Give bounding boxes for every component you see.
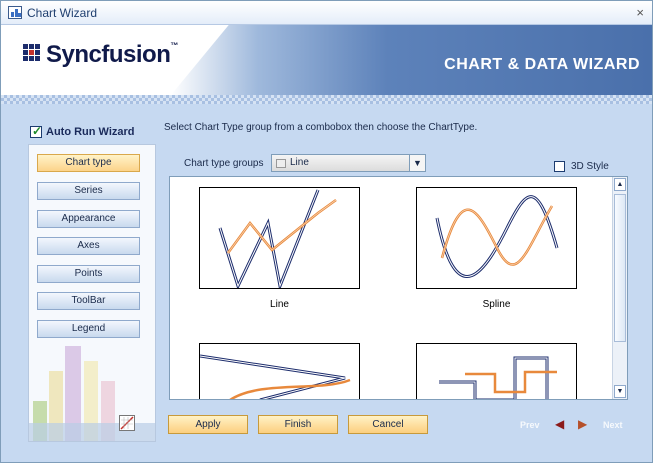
scrollbar-thumb[interactable] xyxy=(614,194,626,342)
chart-type-line-label: Line xyxy=(270,299,289,310)
window-title: Chart Wizard xyxy=(27,6,98,20)
next-button[interactable]: Next xyxy=(603,420,623,430)
cancel-button[interactable]: Cancel xyxy=(348,415,428,434)
scroll-down-icon[interactable]: ▼ xyxy=(614,385,626,398)
3d-style-label: 3D Style xyxy=(571,161,609,172)
scroll-up-icon[interactable]: ▲ xyxy=(614,178,626,191)
chart-type-step-line-thumbnail[interactable] xyxy=(416,343,577,399)
combobox-value: Line xyxy=(290,157,309,168)
chart-type-gallery: Line Spline xyxy=(169,176,628,400)
wizard-title: CHART & DATA WIZARD xyxy=(444,56,640,73)
gallery-vertical-scrollbar[interactable]: ▲ ▼ xyxy=(612,177,627,399)
line-type-icon xyxy=(276,159,286,168)
chart-app-icon xyxy=(8,6,22,19)
wizard-header: Syncfusion™ CHART & DATA WIZARD xyxy=(1,25,652,95)
chart-thumbnail-icon xyxy=(119,415,135,431)
header-stripe xyxy=(1,95,652,104)
sidebar-item-series[interactable]: Series xyxy=(37,182,140,200)
apply-button[interactable]: Apply xyxy=(168,415,248,434)
decorative-bar-chart xyxy=(29,331,155,441)
chart-type-rotated-line-thumbnail[interactable] xyxy=(199,343,360,399)
checkbox-unchecked-icon[interactable] xyxy=(554,161,565,172)
sidebar-item-appearance[interactable]: Appearance xyxy=(37,210,140,228)
sidebar-item-chart-type[interactable]: Chart type xyxy=(37,154,140,172)
chart-type-spline-thumbnail[interactable] xyxy=(416,187,577,289)
brand-name: Syncfusion xyxy=(46,41,171,68)
wizard-sidebar: Chart type Series Appearance Axes Points… xyxy=(28,144,156,442)
arrow-left-icon[interactable]: ◀ xyxy=(555,417,565,431)
sidebar-item-points[interactable]: Points xyxy=(37,265,140,283)
sidebar-item-toolbar[interactable]: ToolBar xyxy=(37,292,140,310)
prev-button[interactable]: Prev xyxy=(520,420,540,430)
step-line-chart-preview-icon xyxy=(439,356,557,399)
auto-run-label: Auto Run Wizard xyxy=(46,126,135,138)
wizard-content: Auto Run Wizard Select Chart Type group … xyxy=(1,104,652,462)
auto-run-checkbox[interactable]: Auto Run Wizard xyxy=(30,124,135,138)
logo-grid-icon xyxy=(23,44,43,64)
finish-button[interactable]: Finish xyxy=(258,415,338,434)
checkbox-checked-icon[interactable] xyxy=(30,124,42,138)
chart-type-groups-label: Chart type groups xyxy=(184,158,264,169)
instruction-text: Select Chart Type group from a combobox … xyxy=(164,122,478,133)
spline-chart-preview-icon xyxy=(435,195,559,278)
line-chart-preview-icon xyxy=(218,189,337,292)
close-icon[interactable]: × xyxy=(636,5,644,20)
trademark: ™ xyxy=(170,41,178,50)
3d-style-checkbox[interactable]: 3D Style xyxy=(554,161,609,172)
sidebar-item-axes[interactable]: Axes xyxy=(37,237,140,255)
rotated-line-chart-preview-icon xyxy=(199,354,351,399)
chart-type-spline-label: Spline xyxy=(482,299,511,310)
chart-type-groups-combobox[interactable]: Line ▼ xyxy=(271,154,426,172)
header-banner xyxy=(171,25,652,95)
title-bar: Chart Wizard × xyxy=(1,1,652,25)
chevron-down-icon[interactable]: ▼ xyxy=(409,155,425,171)
logo-text: Syncfusion™ xyxy=(46,41,178,69)
sidebar-item-legend[interactable]: Legend xyxy=(37,320,140,338)
chart-type-line-thumbnail[interactable] xyxy=(199,187,360,292)
arrow-right-icon[interactable]: ▶ xyxy=(578,417,588,431)
